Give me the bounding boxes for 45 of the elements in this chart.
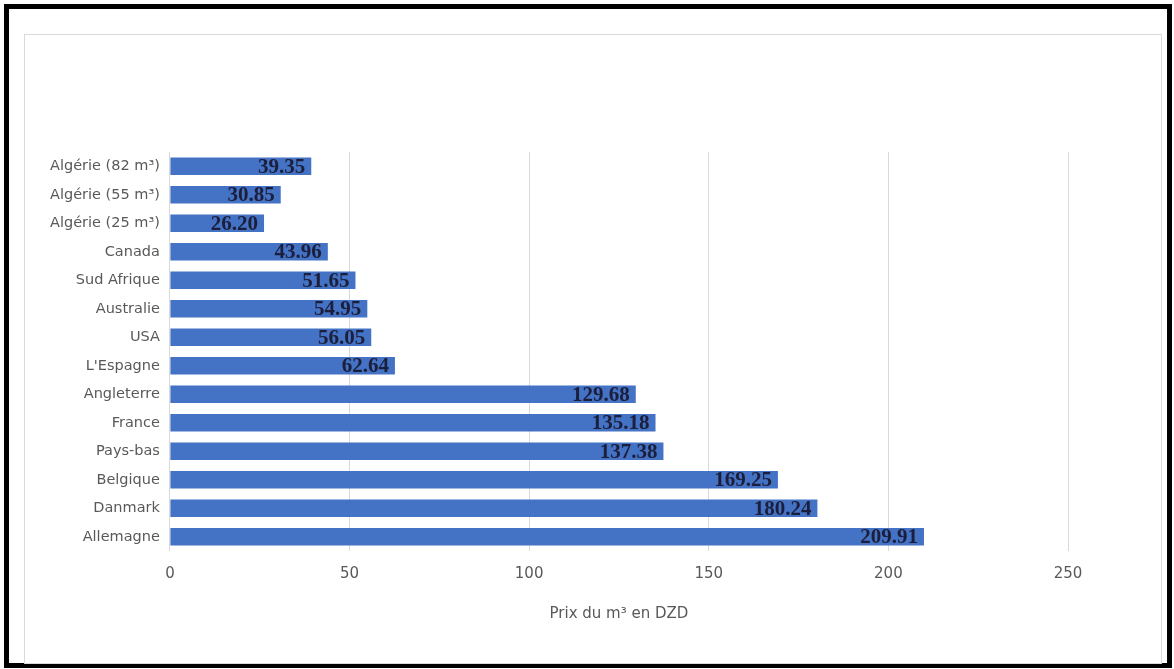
- y-tick-label: Belgique: [96, 470, 160, 487]
- bar: [170, 470, 778, 489]
- data-label: 180.24: [753, 495, 812, 520]
- bar: [170, 356, 395, 375]
- y-tick-label: Algérie (82 m³): [50, 157, 160, 174]
- x-tick-label: 50: [339, 563, 360, 582]
- data-label: 30.85: [227, 182, 275, 207]
- data-label: 137.38: [599, 438, 658, 463]
- y-tick-label: Angleterre: [83, 385, 160, 402]
- data-label: 54.95: [314, 296, 362, 321]
- y-tick-label: Danmark: [93, 499, 161, 516]
- y-tick-label: L'Espagne: [85, 356, 160, 373]
- data-label: 39.35: [258, 153, 306, 178]
- x-tick-label: 100: [514, 563, 544, 582]
- y-tick-label: Algérie (25 m³): [50, 214, 160, 231]
- y-tick-label: USA: [129, 328, 160, 345]
- y-tick-label: Allemagne: [82, 527, 160, 544]
- data-label: 26.20: [210, 210, 259, 235]
- bar: [170, 499, 818, 518]
- bar: [170, 385, 636, 404]
- x-tick-label: 150: [694, 563, 724, 582]
- x-tick-label: 0: [165, 563, 175, 582]
- x-axis-title: Prix du m³ en DZD: [549, 603, 689, 622]
- bar: [170, 527, 924, 546]
- data-label: 209.91: [860, 524, 918, 549]
- y-tick-label: Pays-bas: [95, 442, 160, 459]
- x-tick-label: 200: [874, 563, 903, 582]
- bar: [170, 299, 368, 318]
- data-label: 129.68: [572, 381, 630, 406]
- y-tick-label: France: [111, 413, 160, 430]
- data-label: 169.25: [714, 467, 772, 492]
- data-label: 135.18: [591, 410, 650, 435]
- y-tick-label: Australie: [95, 299, 160, 316]
- bar: [170, 413, 656, 432]
- data-label: 62.64: [341, 353, 390, 378]
- y-tick-label: Sud Afrique: [75, 271, 160, 288]
- y-tick-label: Algérie (55 m³): [50, 185, 160, 202]
- y-tick-label: Canada: [104, 242, 160, 259]
- data-label: 51.65: [302, 267, 350, 292]
- bar: [170, 271, 356, 290]
- bar: [170, 442, 664, 461]
- data-label: 43.96: [274, 239, 322, 264]
- x-tick-label: 250: [1053, 563, 1083, 582]
- data-label: 56.05: [318, 324, 366, 349]
- bar: [170, 328, 372, 347]
